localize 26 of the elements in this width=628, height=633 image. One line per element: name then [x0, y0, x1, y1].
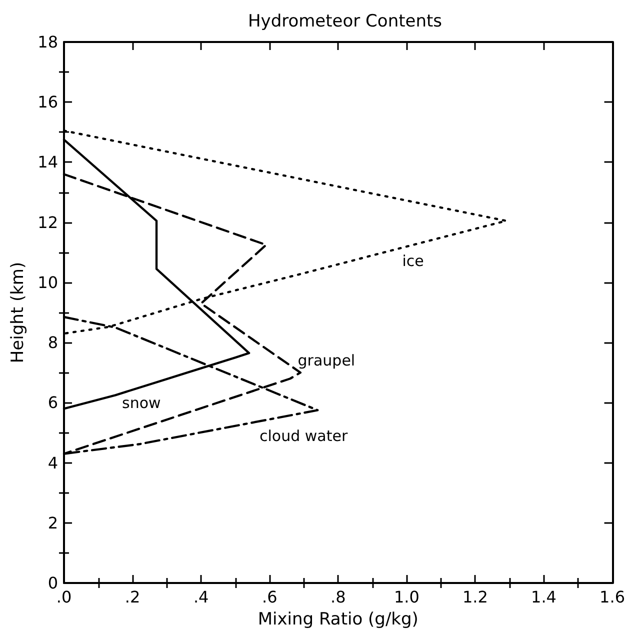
y-tick-label: 18	[38, 32, 58, 52]
y-tick-label: 2	[48, 513, 58, 532]
y-tick-label: 8	[48, 333, 58, 352]
series-label: ice	[402, 252, 424, 270]
y-tick-label: 16	[38, 92, 58, 112]
x-tick-label: 1.6	[600, 588, 626, 606]
y-tick-label: 0	[48, 574, 58, 592]
series-label: cloud water	[260, 427, 348, 446]
x-tick-label: 1.2	[462, 588, 488, 606]
series-label: graupel	[298, 352, 356, 370]
y-axis-title: Height (km)	[8, 262, 28, 364]
x-tick-label: .4	[193, 588, 209, 606]
x-axis-title: Mixing Ratio (g/kg)	[258, 610, 418, 630]
x-tick-label: 1.0	[394, 588, 420, 606]
y-tick-label: 10	[38, 272, 58, 292]
x-tick-label: .8	[330, 588, 346, 606]
x-tick-label: .2	[124, 588, 140, 606]
y-tick-label: 14	[38, 152, 58, 172]
x-tick-label: 1.4	[531, 588, 556, 606]
y-tick-label: 4	[48, 453, 58, 472]
series-label: snow	[122, 394, 161, 412]
x-tick-label: .6	[262, 588, 278, 606]
chart-title: Hydrometeor Contents	[248, 12, 442, 32]
y-tick-label: 12	[38, 212, 58, 232]
x-tick-label: .0	[56, 588, 72, 606]
y-tick-label: 6	[48, 393, 58, 412]
